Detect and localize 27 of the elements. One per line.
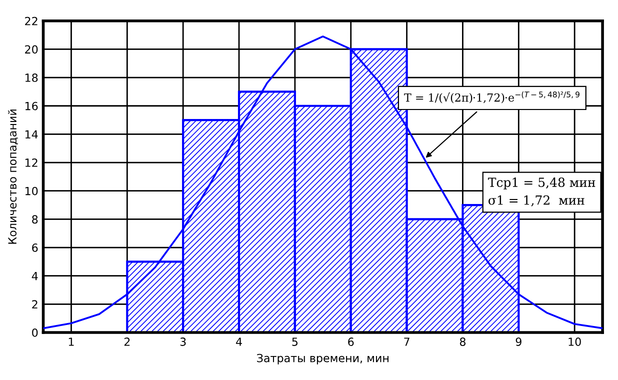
x-tick-label: 8 <box>460 338 466 346</box>
x-tick-label: 1 <box>68 338 74 346</box>
x-tick-label: 6 <box>348 338 354 346</box>
annotation: Tср1 = 5,48 мин σ1 = 1,72 мин <box>488 178 596 206</box>
y-tick-label: 0 <box>32 328 38 337</box>
x-tick-label: 4 <box>236 338 242 346</box>
y-tick-label: 2 <box>32 300 38 308</box>
y-tick-label: 22 <box>25 16 38 26</box>
y-tick-label: 16 <box>25 102 38 110</box>
x-axis-title: Затраты времени, мин <box>257 354 388 364</box>
y-tick-label: 4 <box>32 272 38 280</box>
x-tick-label: 10 <box>568 338 581 346</box>
x-tick-label: 3 <box>180 338 186 346</box>
y-tick-label: 10 <box>25 186 38 196</box>
y-tick-label: 12 <box>25 158 38 167</box>
annotation: T = 1/(√(2π)·1,72)·e$^{−(T−5,48)²/5,9}$ <box>404 91 580 104</box>
y-tick-label: 18 <box>25 74 38 82</box>
y-axis-title: Количество попаданий <box>8 110 18 244</box>
x-tick-label: 7 <box>404 338 410 346</box>
y-tick-label: 6 <box>32 243 38 252</box>
y-tick-label: 20 <box>25 45 38 54</box>
x-tick-label: 5 <box>292 338 298 346</box>
x-tick-label: 2 <box>124 338 130 346</box>
y-tick-label: 8 <box>32 215 38 224</box>
y-tick-label: 14 <box>25 130 38 138</box>
line-series <box>43 36 603 330</box>
x-tick-label: 9 <box>516 338 522 346</box>
